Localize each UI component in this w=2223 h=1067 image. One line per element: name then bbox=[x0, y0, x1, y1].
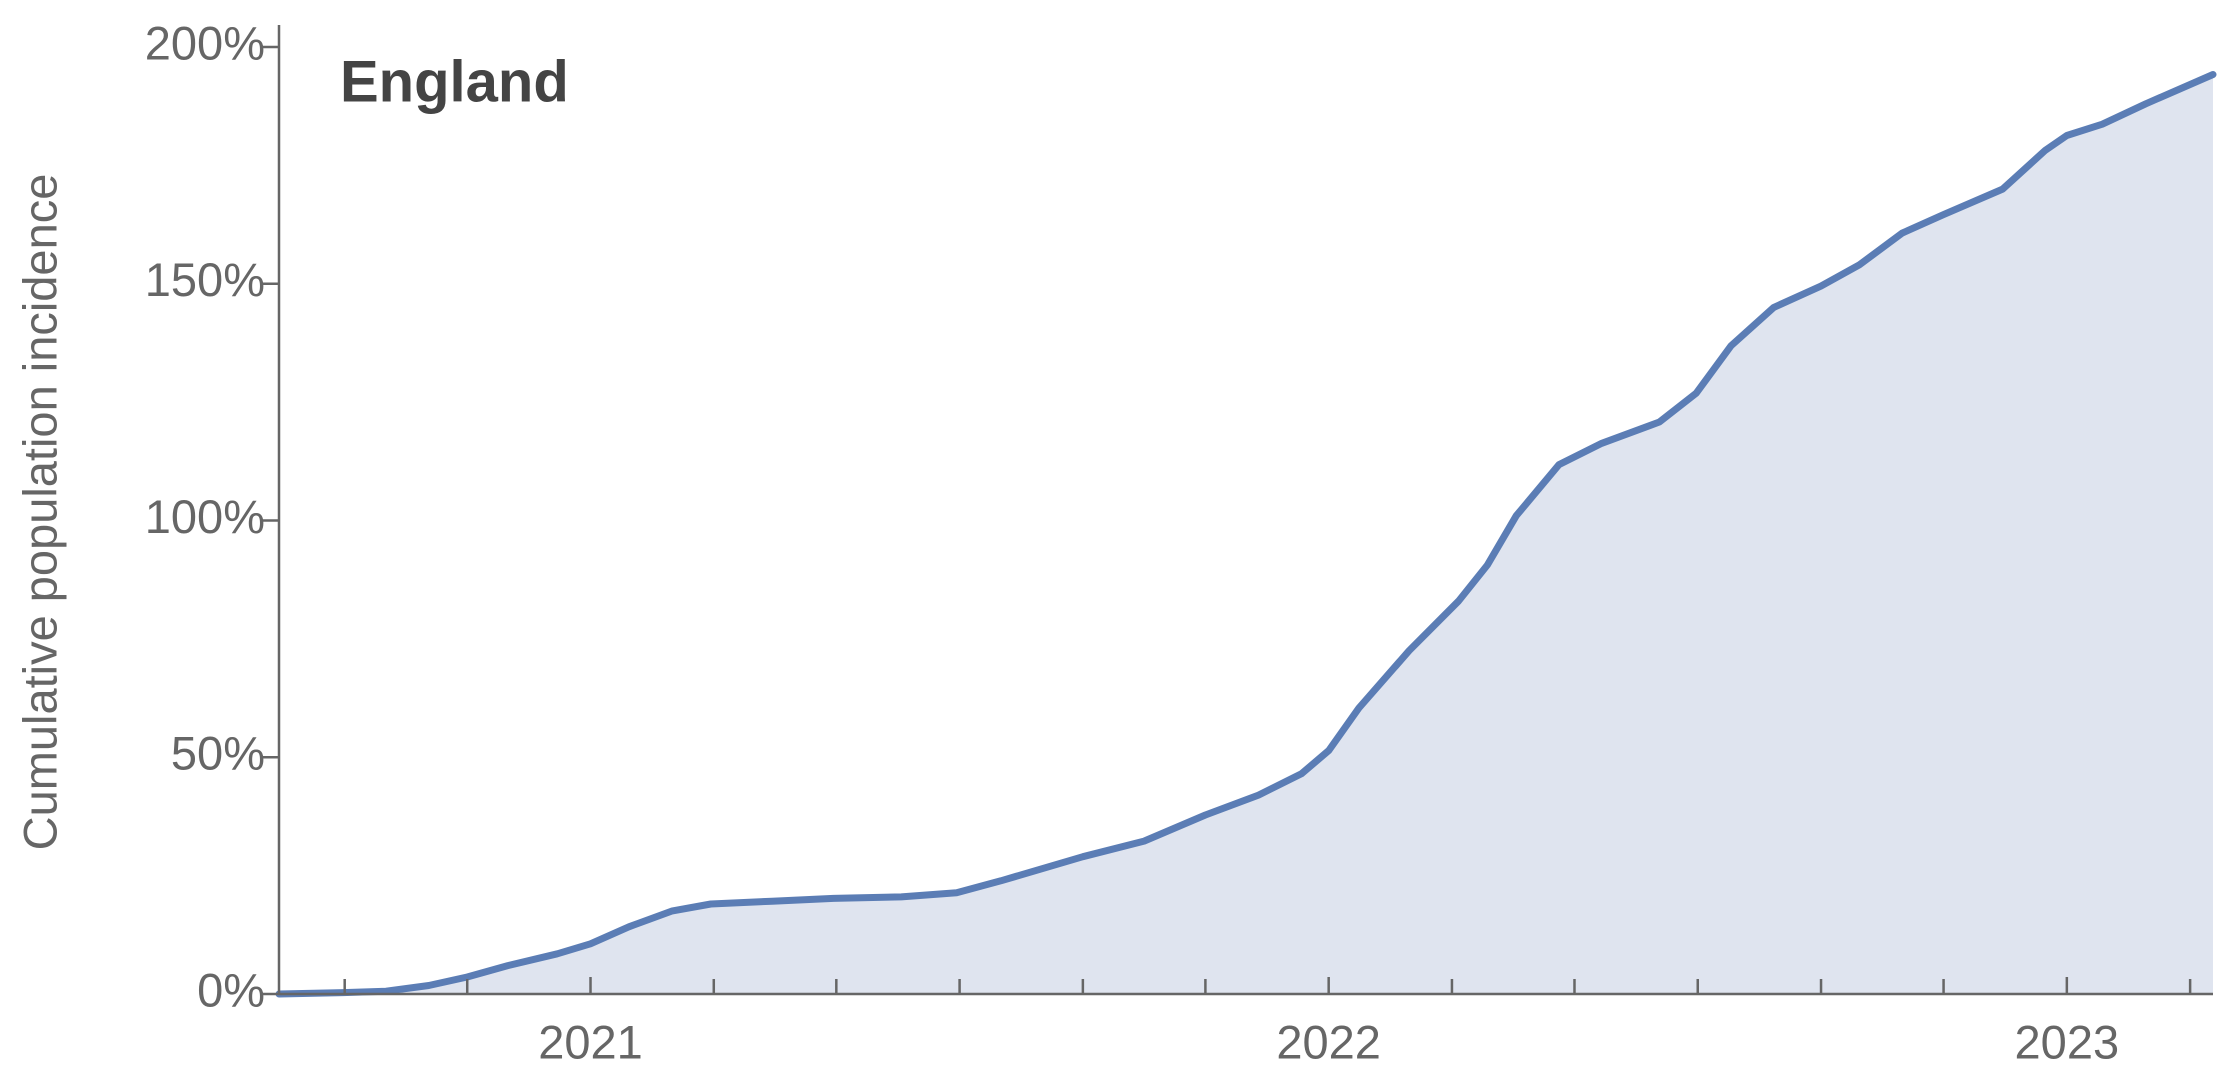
x-tick-label: 2021 bbox=[538, 1015, 643, 1067]
area bbox=[279, 74, 2213, 994]
y-tick-label: 0% bbox=[197, 963, 265, 1016]
line bbox=[275, 71, 2217, 998]
y-axis-label: Cumulative population incidence bbox=[13, 174, 66, 851]
y-tick-label: 50% bbox=[171, 727, 265, 780]
x-tick-label: 2022 bbox=[1276, 1015, 1381, 1067]
y-tick-label: 100% bbox=[145, 490, 265, 543]
x-tick-label: 2023 bbox=[2015, 1015, 2120, 1067]
chart-title: England bbox=[340, 49, 569, 114]
y-tick-label: 200% bbox=[145, 16, 265, 69]
y-tick-label: 150% bbox=[145, 253, 265, 306]
